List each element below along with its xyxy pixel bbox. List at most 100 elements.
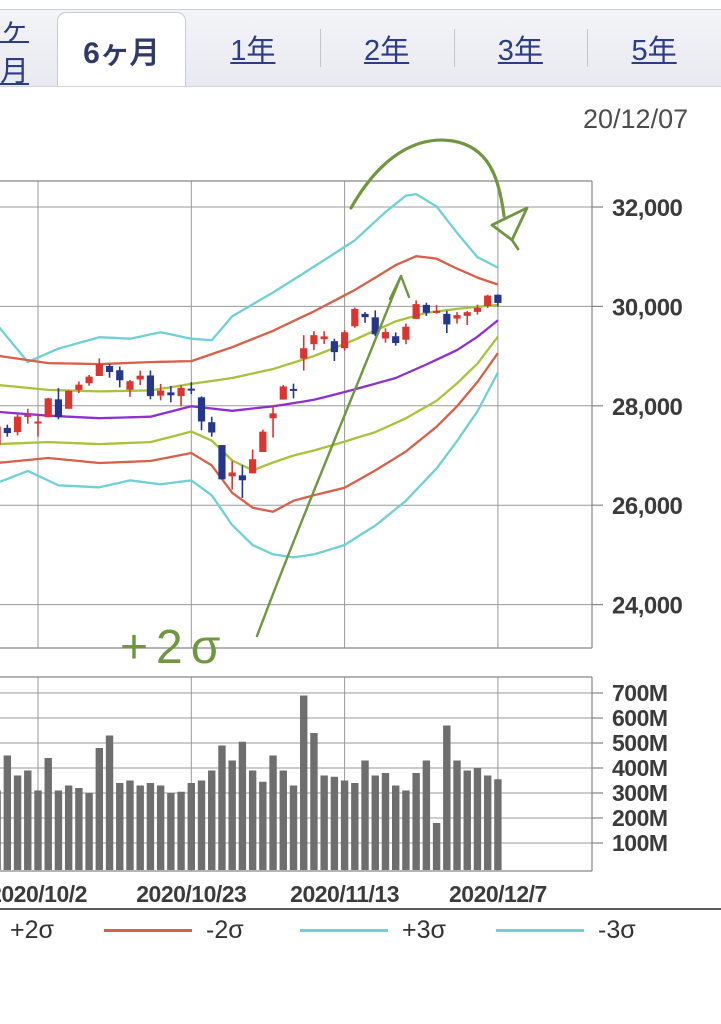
volume-bar <box>136 785 144 870</box>
candle-body <box>320 336 328 340</box>
candle-body <box>218 445 226 480</box>
volume-bar <box>218 745 226 870</box>
volume-bar <box>330 776 339 870</box>
candle-body <box>494 294 502 303</box>
volume-bar <box>351 783 359 870</box>
volume-bar <box>105 735 114 870</box>
legend-label: +2σ <box>10 915 54 944</box>
legend-label: +3σ <box>402 915 446 944</box>
volume-bar <box>422 760 431 870</box>
tab-ヶ月[interactable]: ヶ月 <box>0 14 30 88</box>
volume-bar <box>371 775 379 870</box>
legend-swatch <box>300 928 388 932</box>
candle-body <box>381 332 390 339</box>
volume-bar <box>463 770 471 870</box>
hand-drawn-annotations: +2σ <box>120 138 529 674</box>
legend-item--2σ: -2σ <box>104 916 300 945</box>
legend-swatch <box>104 928 192 932</box>
volume-bar <box>3 755 12 870</box>
candle-body <box>126 381 134 390</box>
candle-body <box>177 387 185 397</box>
band-line-MA <box>0 319 499 420</box>
candle-body <box>412 304 420 319</box>
volume-bar <box>432 823 441 870</box>
volume-bar <box>443 725 451 870</box>
annotation-line-arrowhead-icon <box>388 274 411 301</box>
band-line-+1σ <box>0 303 499 393</box>
legend-item-+2σ: +2σ <box>0 916 104 945</box>
candle-body <box>473 307 482 312</box>
candle-body <box>157 390 165 396</box>
volume-bar <box>473 768 482 870</box>
candle-body <box>105 366 114 373</box>
candle-body <box>422 304 430 313</box>
candle-body <box>85 376 93 384</box>
volume-bar <box>412 773 420 870</box>
volume-bar <box>494 779 502 870</box>
candle-body <box>351 308 359 327</box>
volume-bar <box>0 790 1 870</box>
tab-2年[interactable]: 2年 <box>319 10 454 86</box>
tab-3年[interactable]: 3年 <box>453 10 588 86</box>
legend-item--3σ: -3σ <box>496 916 692 945</box>
annotation-arc-arrow <box>349 138 506 218</box>
x-axis-date-label: 2020/11/13 <box>290 881 399 907</box>
candle-body <box>187 388 195 391</box>
tab-1年[interactable]: 1年 <box>230 35 276 67</box>
volume-bar <box>34 790 42 870</box>
volume-bar <box>54 790 63 870</box>
volume-bar <box>75 788 83 870</box>
candle-body <box>116 370 124 381</box>
volume-bar <box>392 785 400 870</box>
volume-bar <box>402 790 410 870</box>
candle-body <box>330 341 338 353</box>
candle-body <box>228 472 236 477</box>
candle-body <box>443 313 451 325</box>
band-line--3σ <box>0 371 499 559</box>
candle-body <box>402 326 410 340</box>
volume-bar <box>361 760 369 870</box>
candle-body <box>432 310 441 313</box>
volume-bar <box>126 780 134 870</box>
candle-body <box>95 364 103 376</box>
volume-bar <box>208 770 216 870</box>
candle-body <box>146 375 155 397</box>
volume-bar <box>310 733 318 870</box>
tab-5年[interactable]: 5年 <box>587 10 721 86</box>
candle-body <box>289 388 298 391</box>
x-axis-date-label: 2020/10/2 <box>0 881 87 907</box>
volume-bar <box>228 760 236 870</box>
volume-bar <box>44 758 52 870</box>
volume-bar <box>269 755 277 870</box>
legend-separator <box>0 908 721 910</box>
price-tick-label: 30,000 <box>612 294 683 321</box>
legend-item-+3σ: +3σ <box>300 916 496 945</box>
candle-body <box>167 392 175 396</box>
volume-bar <box>197 780 206 870</box>
candle-body <box>24 414 32 417</box>
legend-label: -2σ <box>206 915 244 944</box>
candle-body <box>361 313 369 318</box>
price-tick-label: 32,000 <box>612 195 683 222</box>
candle-body <box>238 475 246 481</box>
volume-bar <box>13 775 22 870</box>
candle-body <box>34 421 42 424</box>
volume-tick-label: 100M <box>612 830 668 856</box>
candle-body <box>44 398 52 418</box>
price-tick-label: 24,000 <box>612 593 683 620</box>
volume-bar <box>146 783 155 870</box>
volume-bar <box>279 770 287 870</box>
candle-body <box>136 375 144 380</box>
volume-bar <box>24 770 32 870</box>
candle-body <box>463 312 471 316</box>
candle-body <box>0 426 1 445</box>
tab-6ヶ月[interactable]: 6ヶ月 <box>57 12 186 86</box>
candle-body <box>208 422 216 433</box>
candle-body <box>484 295 492 306</box>
band-line--1σ <box>0 336 499 472</box>
candle-body <box>249 459 257 474</box>
quote-date: 20/12/07 <box>583 104 689 134</box>
volume-tick-label: 500M <box>612 730 668 756</box>
